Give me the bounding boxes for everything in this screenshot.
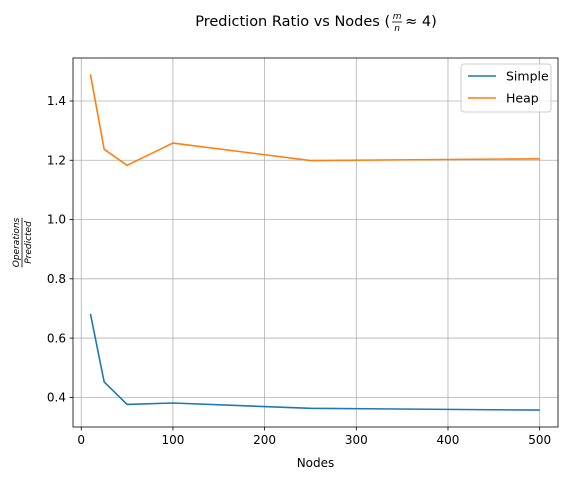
chart-title-frac-denominator: n (394, 24, 400, 34)
x-tick-label: 500 (528, 433, 551, 447)
plot-area-frame (72, 57, 559, 428)
y-tick-label: 0.4 (47, 391, 66, 405)
y-axis-title: Operations Predicted (12, 217, 34, 268)
grid-lines (73, 58, 558, 427)
chart-title-prefix: Prediction Ratio vs Nodes ( (195, 14, 390, 30)
legend-label-heap: Heap (506, 91, 539, 106)
y-axis-title-denominator: Predicted (24, 221, 34, 264)
chart-title-fraction: m n (392, 12, 403, 34)
x-tick-label: 400 (437, 433, 460, 447)
x-tick-label: 0 (77, 433, 85, 447)
x-tick-label: 100 (161, 433, 184, 447)
x-tick-label: 300 (345, 433, 368, 447)
chart-title: Prediction Ratio vs Nodes ( (195, 14, 390, 30)
series-layer (89, 74, 540, 411)
x-axis-title: Nodes (297, 456, 335, 470)
x-tick-label: 200 (253, 433, 276, 447)
y-tick-label: 0.6 (47, 331, 66, 345)
legend: Simple Heap (460, 63, 552, 113)
y-tick-label: 1.2 (47, 153, 66, 167)
y-tick-label: 1.0 (47, 213, 66, 227)
y-tick-label: 1.4 (47, 94, 66, 108)
chart-title-suffix: ≈ 4) (405, 14, 437, 30)
x-axis-ticks: 0 100 200 300 400 500 (77, 427, 551, 447)
y-axis-ticks: 0.4 0.6 0.8 1.0 1.2 1.4 (47, 94, 73, 405)
series-line-heap (89, 74, 540, 167)
series-line-simple (89, 313, 540, 411)
chart-title-frac-numerator: m (393, 12, 402, 22)
legend-label-simple: Simple (506, 69, 549, 84)
y-tick-label: 0.8 (47, 272, 66, 286)
y-axis-title-numerator: Operations (12, 217, 22, 267)
